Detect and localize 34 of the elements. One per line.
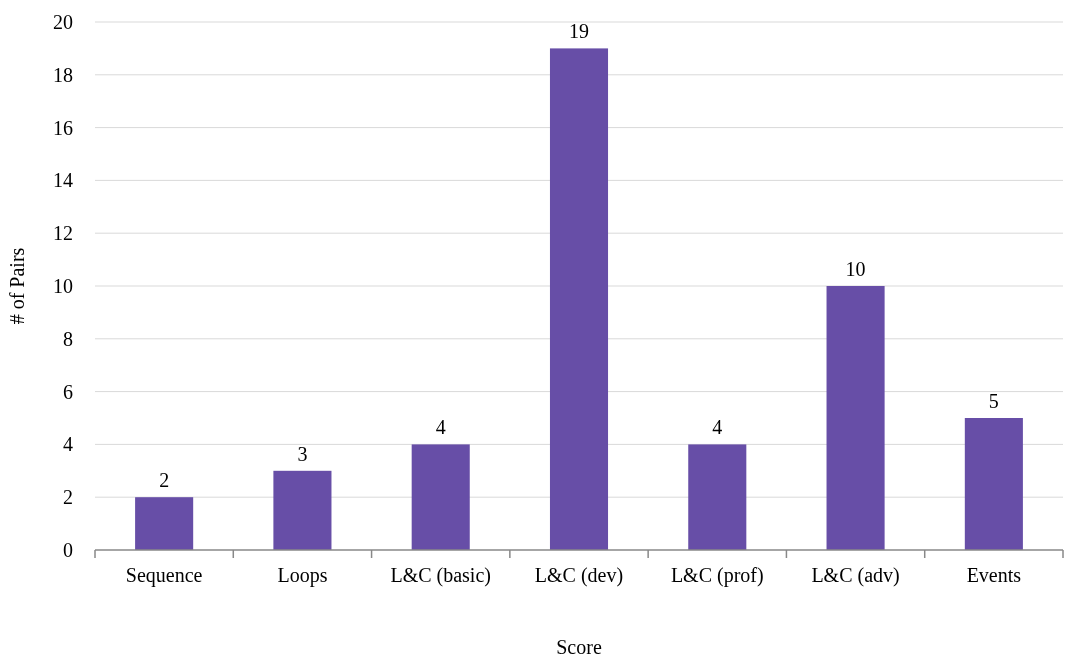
x-tick-label: L&C (basic) [390,564,491,587]
data-label: 4 [712,416,723,439]
bar [135,497,194,550]
y-tick-label: 12 [53,222,73,245]
y-tick-label: 20 [53,11,73,33]
bar [688,444,747,550]
y-axis-title: # of Pairs [6,247,28,325]
x-tick-label: L&C (prof) [670,564,764,587]
x-tick-label: Events [966,564,1022,586]
bar [411,444,470,550]
y-tick-label: 2 [63,486,73,509]
x-axis-title: Score [556,636,602,658]
y-tick-label: 0 [63,539,73,561]
bar [964,418,1023,550]
y-tick-label: 14 [53,169,73,192]
bar [273,470,332,550]
data-label: 4 [435,416,446,439]
y-tick-label: 18 [53,63,73,86]
data-label: 3 [297,442,308,465]
x-tick-label: L&C (dev) [534,564,624,587]
y-tick-label: 4 [63,433,73,456]
x-tick-label: L&C (adv) [811,564,900,587]
y-tick-label: 10 [53,275,73,297]
data-label: 5 [988,390,999,412]
data-label: 10 [845,258,866,280]
bar [549,48,609,550]
data-label: 19 [569,20,589,43]
bar [826,286,885,550]
data-label: 2 [159,469,170,492]
x-tick-label: Loops [277,564,328,587]
x-tick-label: Sequence [125,564,203,587]
y-tick-label: 6 [63,380,73,403]
y-tick-label: 8 [63,327,73,350]
y-tick-label: 16 [53,116,73,139]
